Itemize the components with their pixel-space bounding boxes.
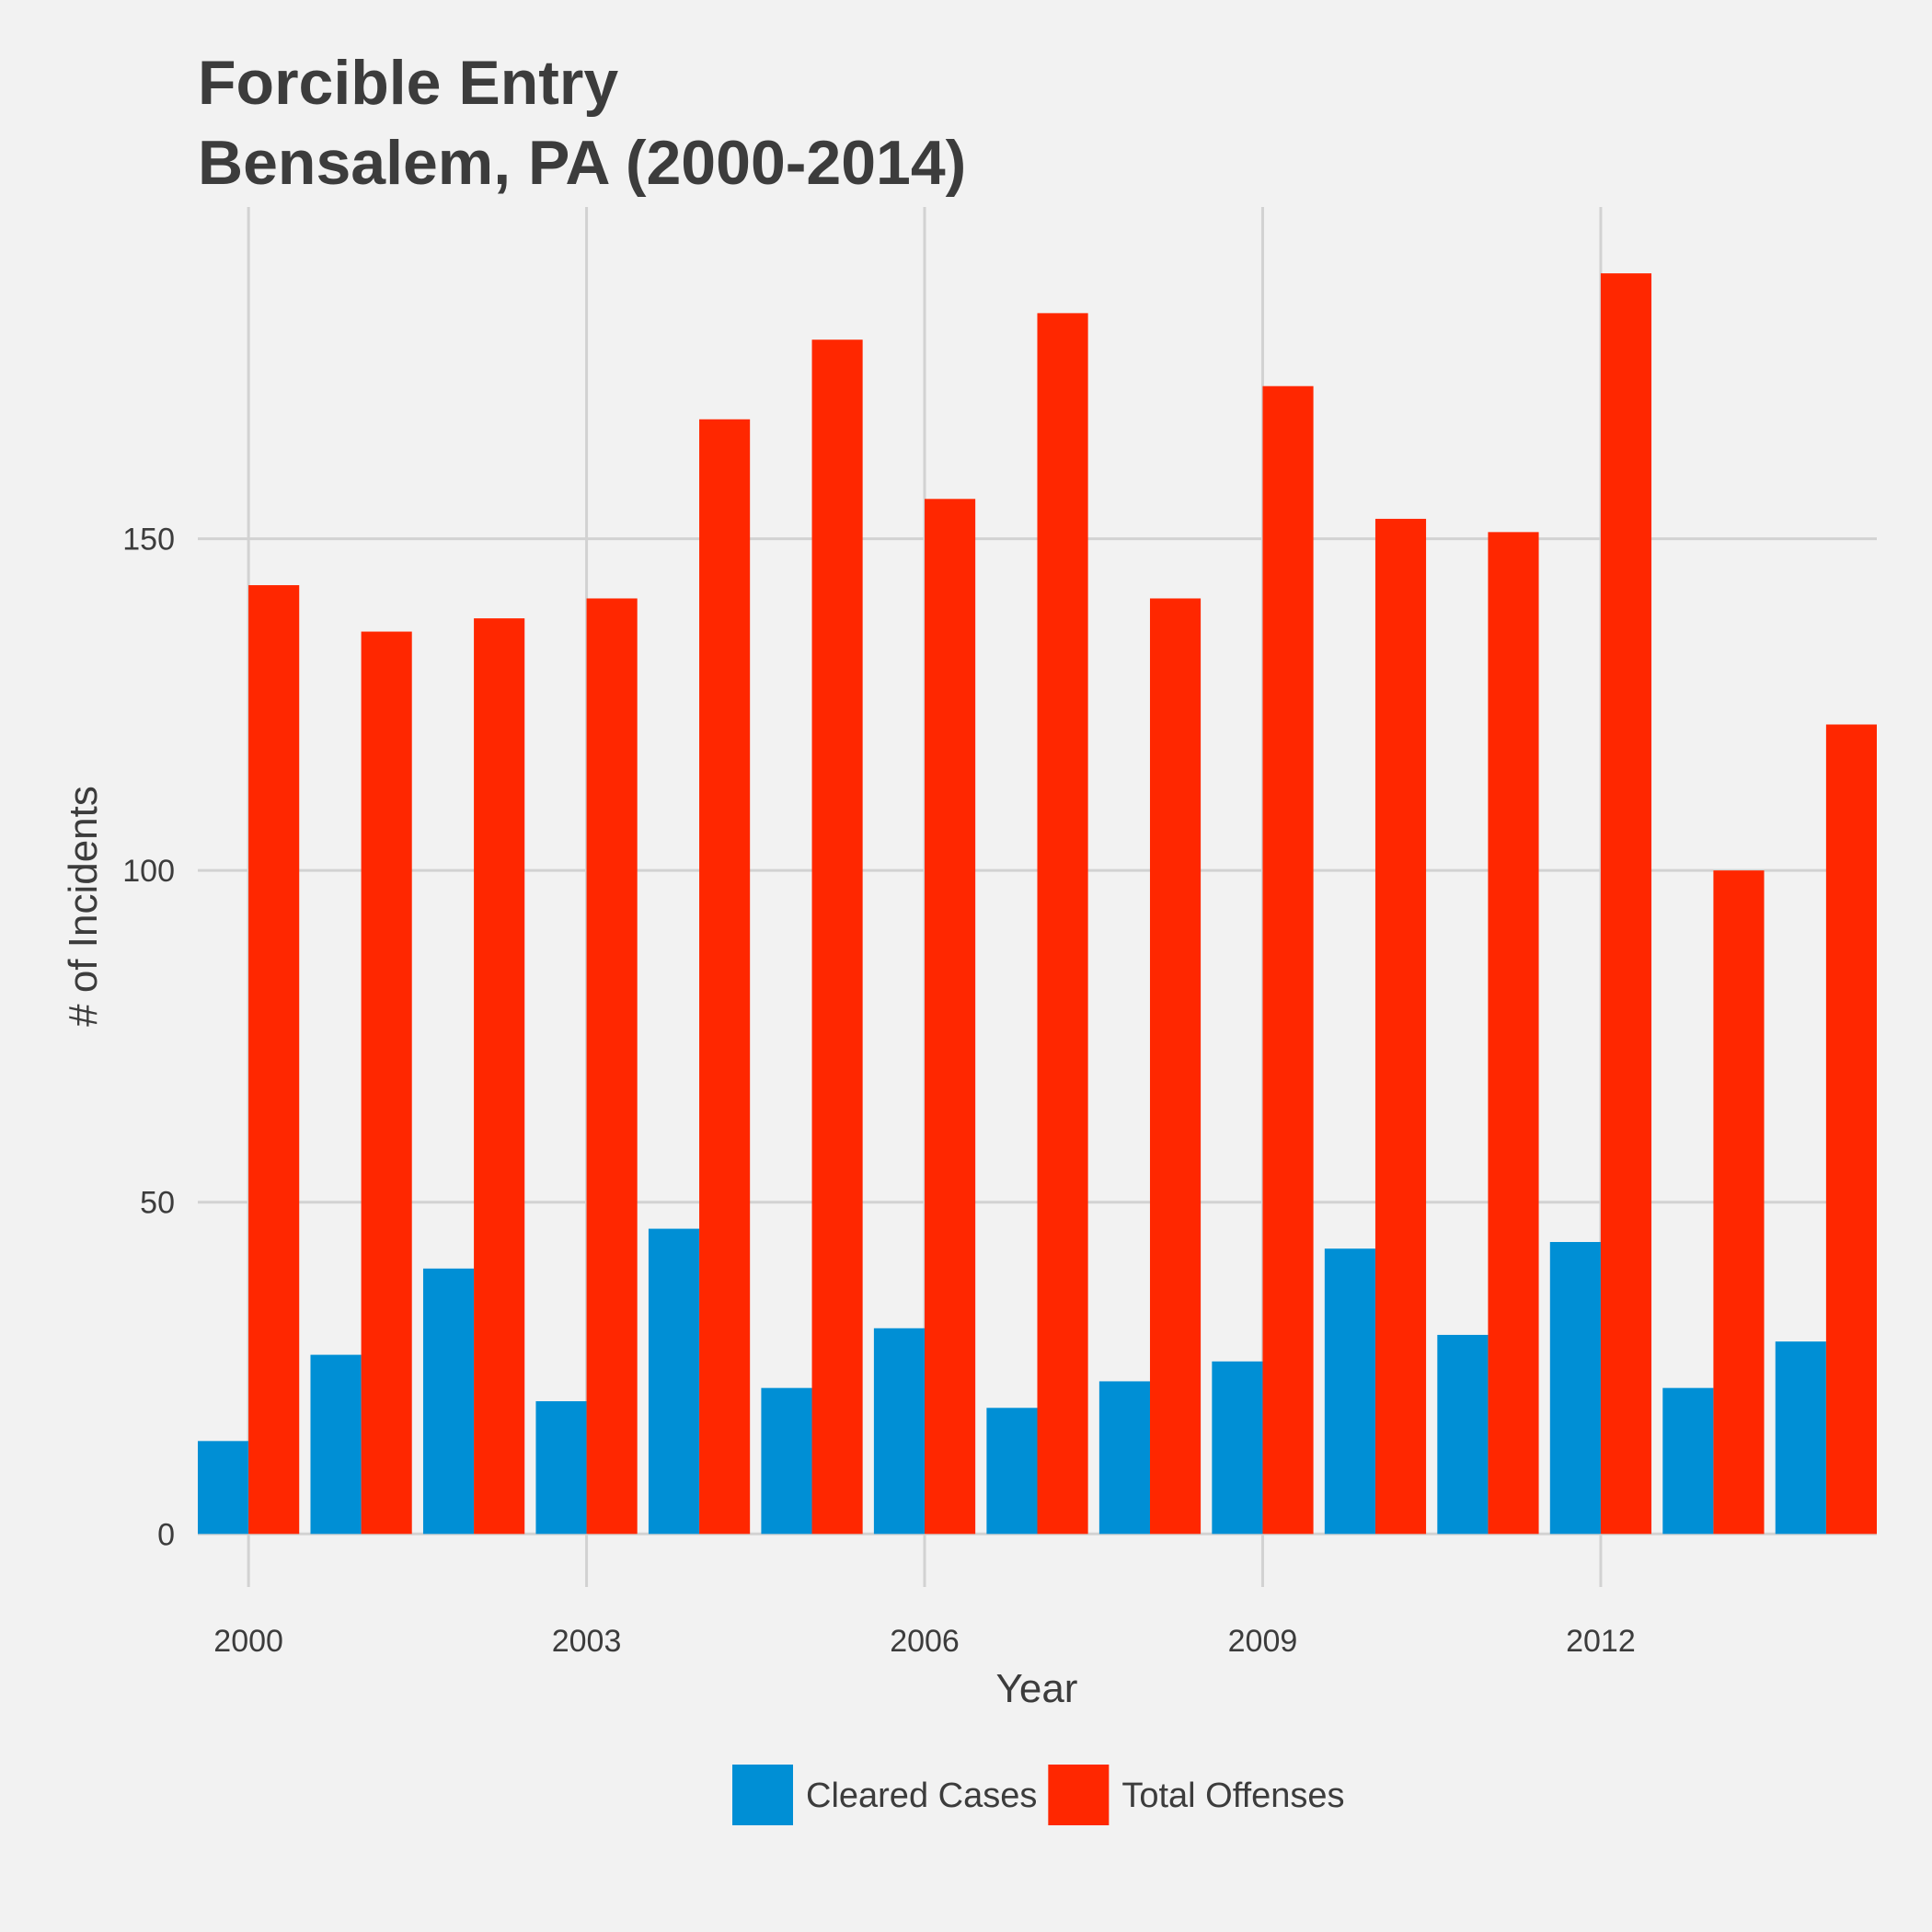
bar-cleared-cases-2000: [198, 1441, 249, 1535]
legend-label: Cleared Cases: [806, 1777, 1037, 1815]
legend: Cleared Cases Total Offenses: [732, 1765, 1345, 1825]
bar-cleared-cases-2001: [310, 1354, 362, 1535]
bars: [198, 273, 1877, 1535]
bar-cleared-cases-2006: [873, 1328, 926, 1535]
bar-total-offenses-2002: [474, 618, 525, 1535]
bar-total-offenses-2001: [361, 631, 412, 1535]
x-axis-ticks: 2000 2003 2006 2009 2012: [213, 1624, 1635, 1659]
bar-cleared-cases-2002: [422, 1268, 475, 1535]
bar-total-offenses-2013: [1713, 870, 1765, 1535]
bar-cleared-cases-2014: [1775, 1341, 1826, 1535]
legend-key: [1048, 1765, 1110, 1825]
y-tick-label: 0: [157, 1517, 175, 1552]
y-tick-label: 150: [122, 523, 175, 558]
bar-total-offenses-2000: [248, 585, 300, 1535]
bar-total-offenses-2009: [1262, 385, 1314, 1535]
legend-key: [732, 1765, 793, 1825]
bar-total-offenses-2006: [925, 499, 976, 1535]
x-tick-label: 2012: [1566, 1624, 1636, 1659]
bar-cleared-cases-2012: [1549, 1242, 1601, 1535]
x-tick-label: 2009: [1228, 1624, 1298, 1659]
bar-total-offenses-2003: [586, 598, 638, 1535]
x-tick-label: 2003: [552, 1624, 622, 1659]
bar-cleared-cases-2011: [1437, 1334, 1489, 1535]
bar-total-offenses-2012: [1600, 273, 1652, 1535]
bar-total-offenses-2007: [1037, 313, 1088, 1535]
bar-cleared-cases-2003: [535, 1401, 587, 1535]
bar-total-offenses-2005: [811, 339, 863, 1535]
bar-cleared-cases-2004: [648, 1228, 700, 1535]
y-tick-label: 50: [140, 1186, 175, 1221]
bar-total-offenses-2011: [1488, 532, 1539, 1535]
y-axis-title: # of Incidents: [61, 786, 106, 1027]
bar-total-offenses-2008: [1149, 598, 1202, 1535]
bar-cleared-cases-2007: [986, 1408, 1038, 1535]
bar-total-offenses-2004: [699, 419, 751, 1535]
x-tick-label: 2006: [890, 1624, 960, 1659]
y-axis-ticks: 0 50 100 150: [122, 523, 175, 1553]
chart-title: Forcible Entry: [198, 48, 618, 118]
bar-cleared-cases-2009: [1212, 1361, 1263, 1535]
bar-cleared-cases-2005: [761, 1387, 812, 1535]
y-tick-label: 100: [122, 854, 175, 889]
legend-label: Total Offenses: [1121, 1777, 1344, 1815]
chart-subtitle: Bensalem, PA (2000-2014): [198, 128, 966, 198]
bar-cleared-cases-2010: [1324, 1248, 1375, 1535]
x-axis-title: Year: [996, 1666, 1078, 1711]
bar-total-offenses-2014: [1825, 724, 1877, 1535]
bar-cleared-cases-2013: [1662, 1387, 1714, 1535]
bar-total-offenses-2010: [1374, 518, 1427, 1535]
x-tick-label: 2000: [213, 1624, 283, 1659]
bar-cleared-cases-2008: [1098, 1381, 1150, 1535]
